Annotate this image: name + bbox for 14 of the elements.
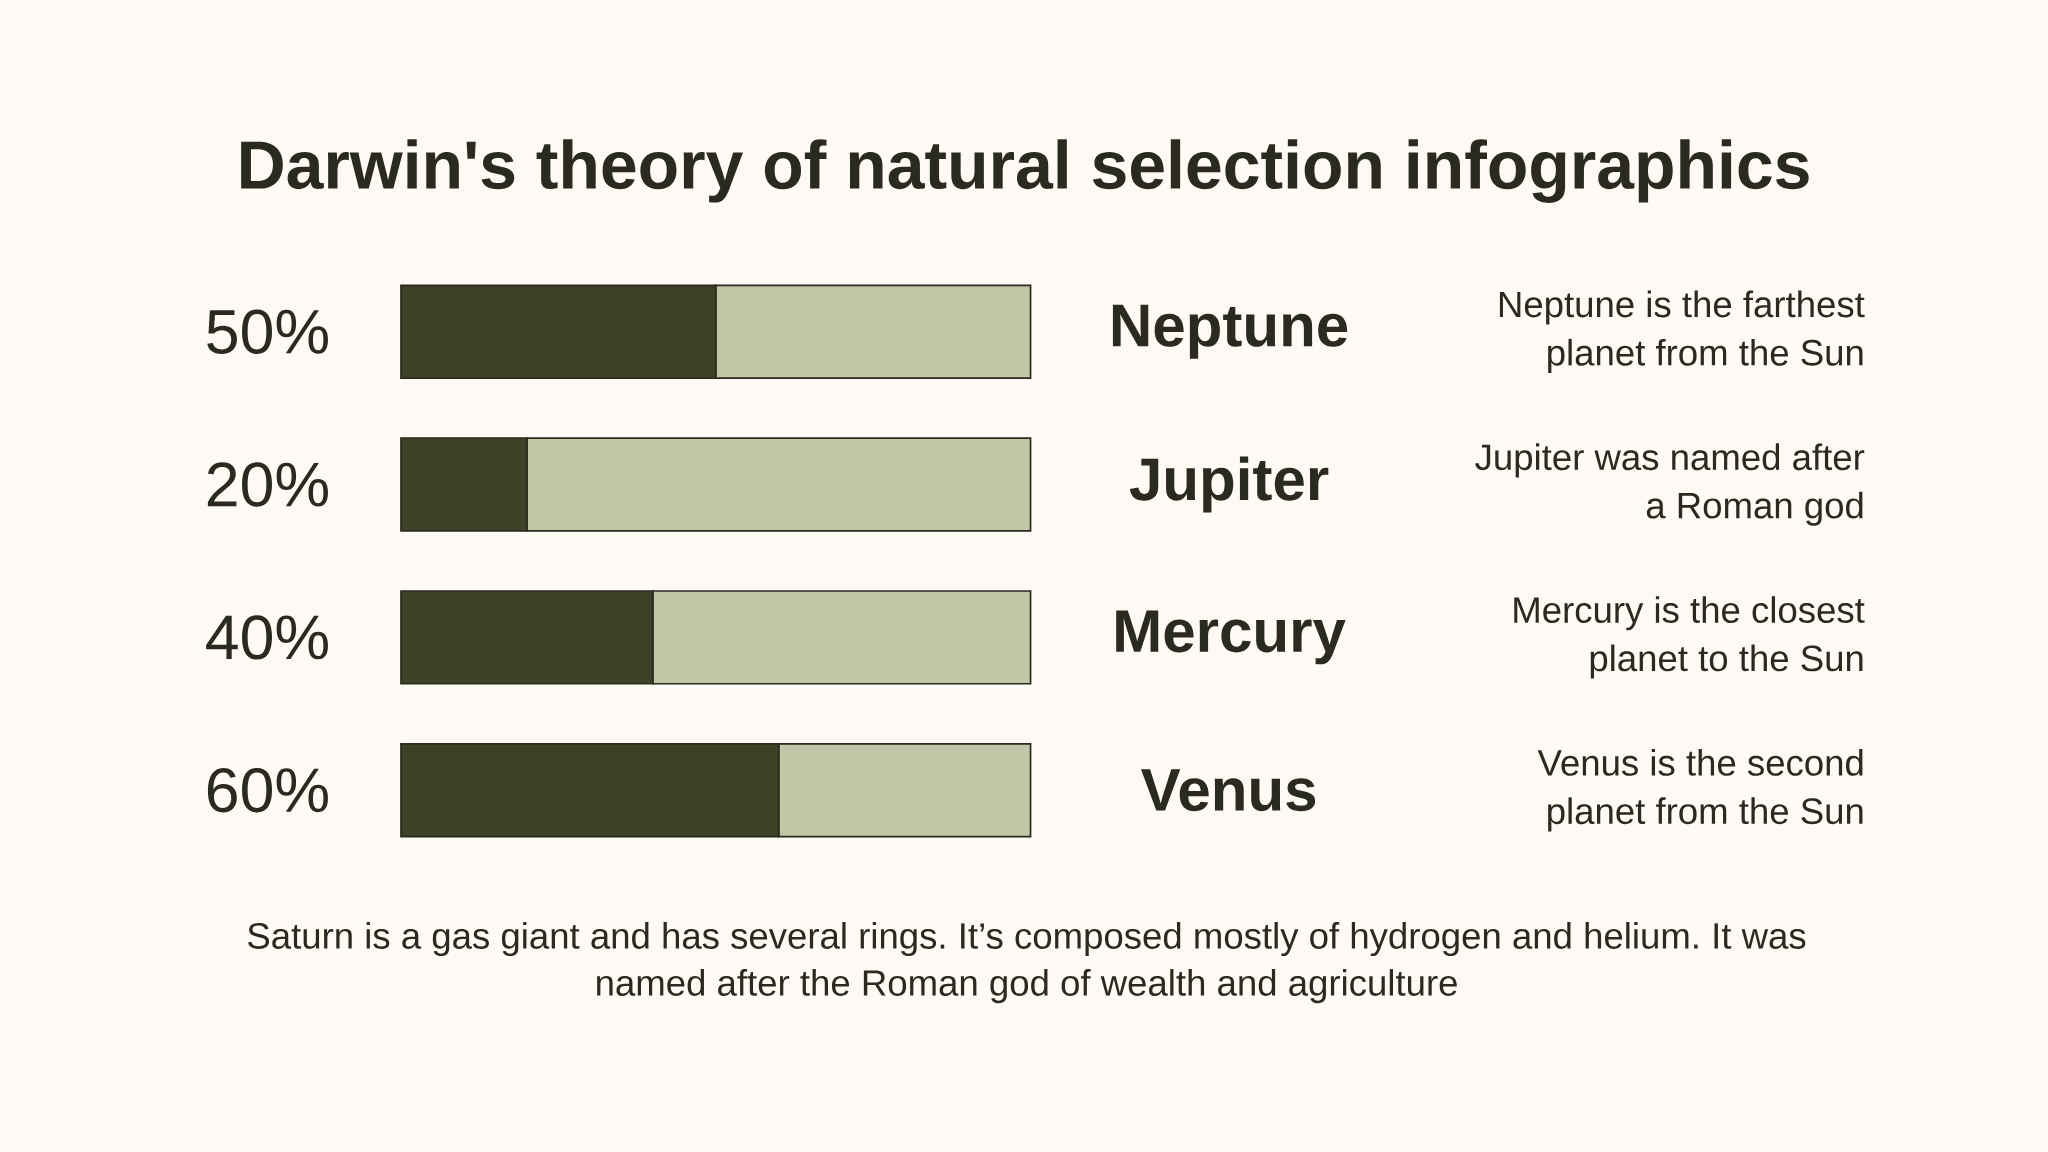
data-label: 60% (207, 768, 328, 813)
y-tick-label: Neptune (1112, 304, 1348, 359)
y-tick-label: Mercury (1116, 610, 1346, 665)
text: Neptune is the farthest planet from the Sun (1499, 290, 1865, 373)
data-label: 50% (207, 309, 328, 354)
text: Saturn is a gas giant and has several rings. It’s composed mostly of hydrogen and helium. It was named after the Roman god of wealth and agriculture (248, 922, 1806, 1004)
text: Mercury is the closest planet to the Sun (1514, 596, 1865, 679)
text: Venus is the second planet from the Sun (1537, 749, 1863, 832)
text: Jupiter was named after a Roman god (1475, 443, 1865, 526)
chart-title: Darwin's theory of natural selection infographics (241, 139, 1809, 203)
y-tick-label: Venus (1140, 769, 1316, 812)
data-label: 40% (206, 615, 328, 660)
y-tick-label: Jupiter (1129, 456, 1329, 513)
data-label: 20% (207, 462, 328, 507)
